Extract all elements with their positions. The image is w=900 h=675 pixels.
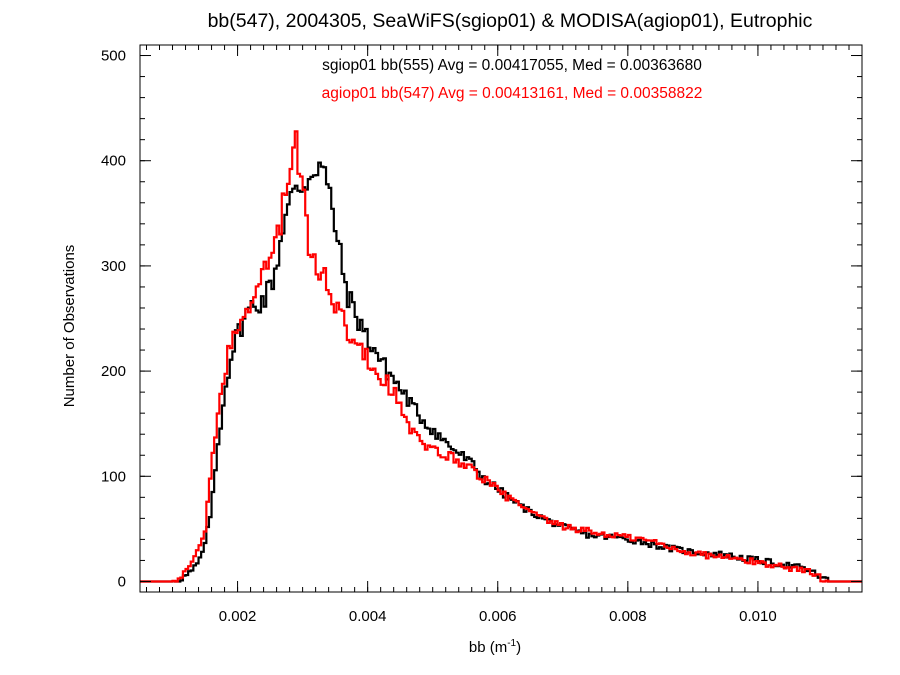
legend-entry-sgiop01: sgiop01 bb(555) Avg = 0.00417055, Med = … [322,57,702,74]
x-tick-label: 0.008 [609,608,647,625]
histogram-series-sgiop01 [140,161,862,583]
plot-frame [139,44,863,593]
x-tick-label: 0.004 [349,608,387,625]
histogram-series-agiop01 [140,130,862,583]
chart-title: bb(547), 2004305, SeaWiFS(sgiop01) & MOD… [208,10,813,32]
y-tick-label: 400 [101,153,126,170]
x-axis-label-close: ) [516,639,521,656]
y-tick-label: 300 [101,258,126,275]
x-tick-label: 0.002 [219,608,257,625]
axes-layer: 0.002 0.004 0.006 0.008 0.010 0 100 200 300 400 50… [101,44,863,625]
legend-entry-agiop01: agiop01 bb(547) Avg = 0.00413161, Med = … [322,85,703,102]
x-axis-label-base: bb (m [469,639,507,656]
x-axis-label-sup: -1 [507,638,516,649]
y-axis-label: Number of Observations [61,245,78,408]
series-layer [140,130,862,583]
x-tick-label: 0.006 [479,608,517,625]
y-tick-label: 0 [118,573,126,590]
y-tick-label: 200 [101,363,126,380]
y-tick-label: 100 [101,468,126,485]
y-tick-label: 500 [101,48,126,65]
x-axis-label: bb (m-1) [469,638,521,656]
x-tick-label: 0.010 [739,608,777,625]
